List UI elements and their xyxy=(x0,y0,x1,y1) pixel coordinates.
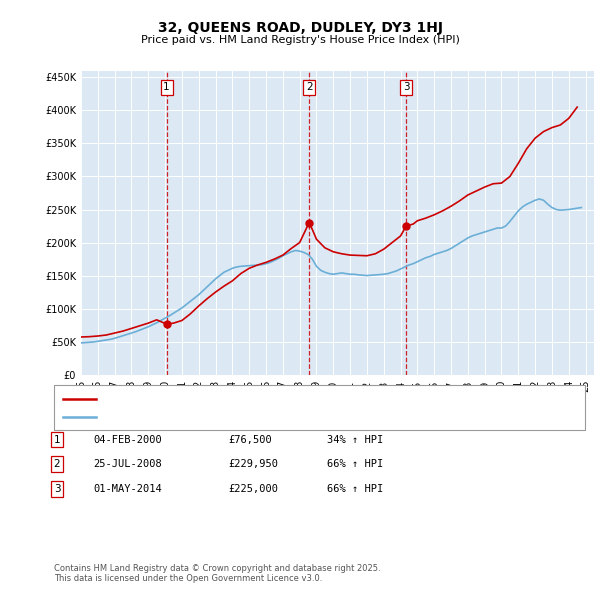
Text: 1: 1 xyxy=(163,83,170,92)
Text: 04-FEB-2000: 04-FEB-2000 xyxy=(93,435,162,444)
Text: £76,500: £76,500 xyxy=(228,435,272,444)
Text: 2: 2 xyxy=(306,83,313,92)
Text: £225,000: £225,000 xyxy=(228,484,278,494)
Text: 32, QUEENS ROAD, DUDLEY, DY3 1HJ (semi-detached house): 32, QUEENS ROAD, DUDLEY, DY3 1HJ (semi-d… xyxy=(102,394,400,404)
Text: 3: 3 xyxy=(403,83,409,92)
Text: 25-JUL-2008: 25-JUL-2008 xyxy=(93,460,162,469)
Text: Price paid vs. HM Land Registry's House Price Index (HPI): Price paid vs. HM Land Registry's House … xyxy=(140,35,460,44)
Text: 1: 1 xyxy=(53,435,61,444)
Text: 2: 2 xyxy=(53,460,61,469)
Text: 66% ↑ HPI: 66% ↑ HPI xyxy=(327,460,383,469)
Text: 34% ↑ HPI: 34% ↑ HPI xyxy=(327,435,383,444)
Text: HPI: Average price, semi-detached house, Dudley: HPI: Average price, semi-detached house,… xyxy=(102,412,344,422)
Text: Contains HM Land Registry data © Crown copyright and database right 2025.
This d: Contains HM Land Registry data © Crown c… xyxy=(54,563,380,583)
Text: 3: 3 xyxy=(53,484,61,494)
Text: 66% ↑ HPI: 66% ↑ HPI xyxy=(327,484,383,494)
Text: 01-MAY-2014: 01-MAY-2014 xyxy=(93,484,162,494)
Text: £229,950: £229,950 xyxy=(228,460,278,469)
Text: 32, QUEENS ROAD, DUDLEY, DY3 1HJ: 32, QUEENS ROAD, DUDLEY, DY3 1HJ xyxy=(157,21,443,35)
